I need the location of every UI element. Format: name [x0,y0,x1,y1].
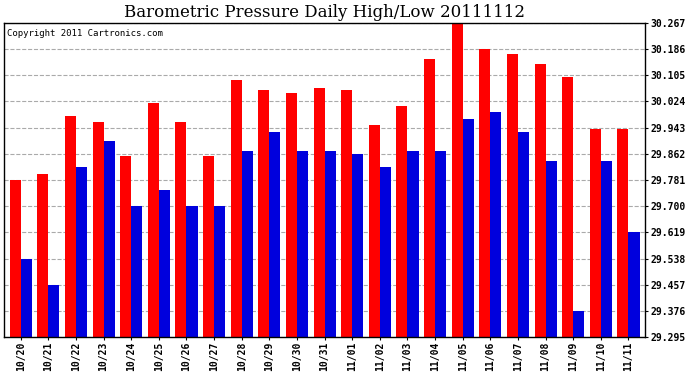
Bar [297,151,308,337]
Bar [491,112,502,337]
Bar [352,154,363,337]
Bar [408,151,419,337]
Bar [480,49,491,337]
Title: Barometric Pressure Daily High/Low 20111112: Barometric Pressure Daily High/Low 20111… [124,4,525,21]
Bar [258,90,269,337]
Bar [37,174,48,337]
Bar [175,122,186,337]
Bar [241,151,253,337]
Bar [507,54,518,337]
Bar [368,125,380,337]
Bar [397,106,408,337]
Bar [131,206,142,337]
Bar [48,285,59,337]
Bar [629,232,640,337]
Bar [76,167,87,337]
Bar [601,161,612,337]
Bar [546,161,557,337]
Bar [341,90,352,337]
Bar [148,103,159,337]
Bar [120,156,131,337]
Bar [535,64,546,337]
Bar [463,119,474,337]
Bar [159,190,170,337]
Bar [92,122,104,337]
Bar [452,23,463,337]
Text: Copyright 2011 Cartronics.com: Copyright 2011 Cartronics.com [8,29,164,38]
Bar [573,311,584,337]
Bar [324,151,335,337]
Bar [65,116,76,337]
Bar [186,206,197,337]
Bar [435,151,446,337]
Bar [230,80,241,337]
Bar [424,59,435,337]
Bar [618,129,629,337]
Bar [590,129,601,337]
Bar [518,132,529,337]
Bar [203,156,214,337]
Bar [21,259,32,337]
Bar [269,132,280,337]
Bar [10,180,21,337]
Bar [214,206,225,337]
Bar [313,88,324,337]
Bar [380,167,391,337]
Bar [104,141,115,337]
Bar [562,77,573,337]
Bar [286,93,297,337]
